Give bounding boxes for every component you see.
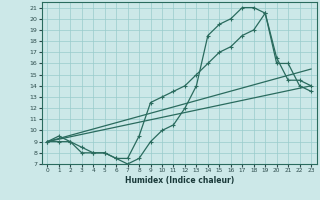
X-axis label: Humidex (Indice chaleur): Humidex (Indice chaleur) <box>124 176 234 185</box>
